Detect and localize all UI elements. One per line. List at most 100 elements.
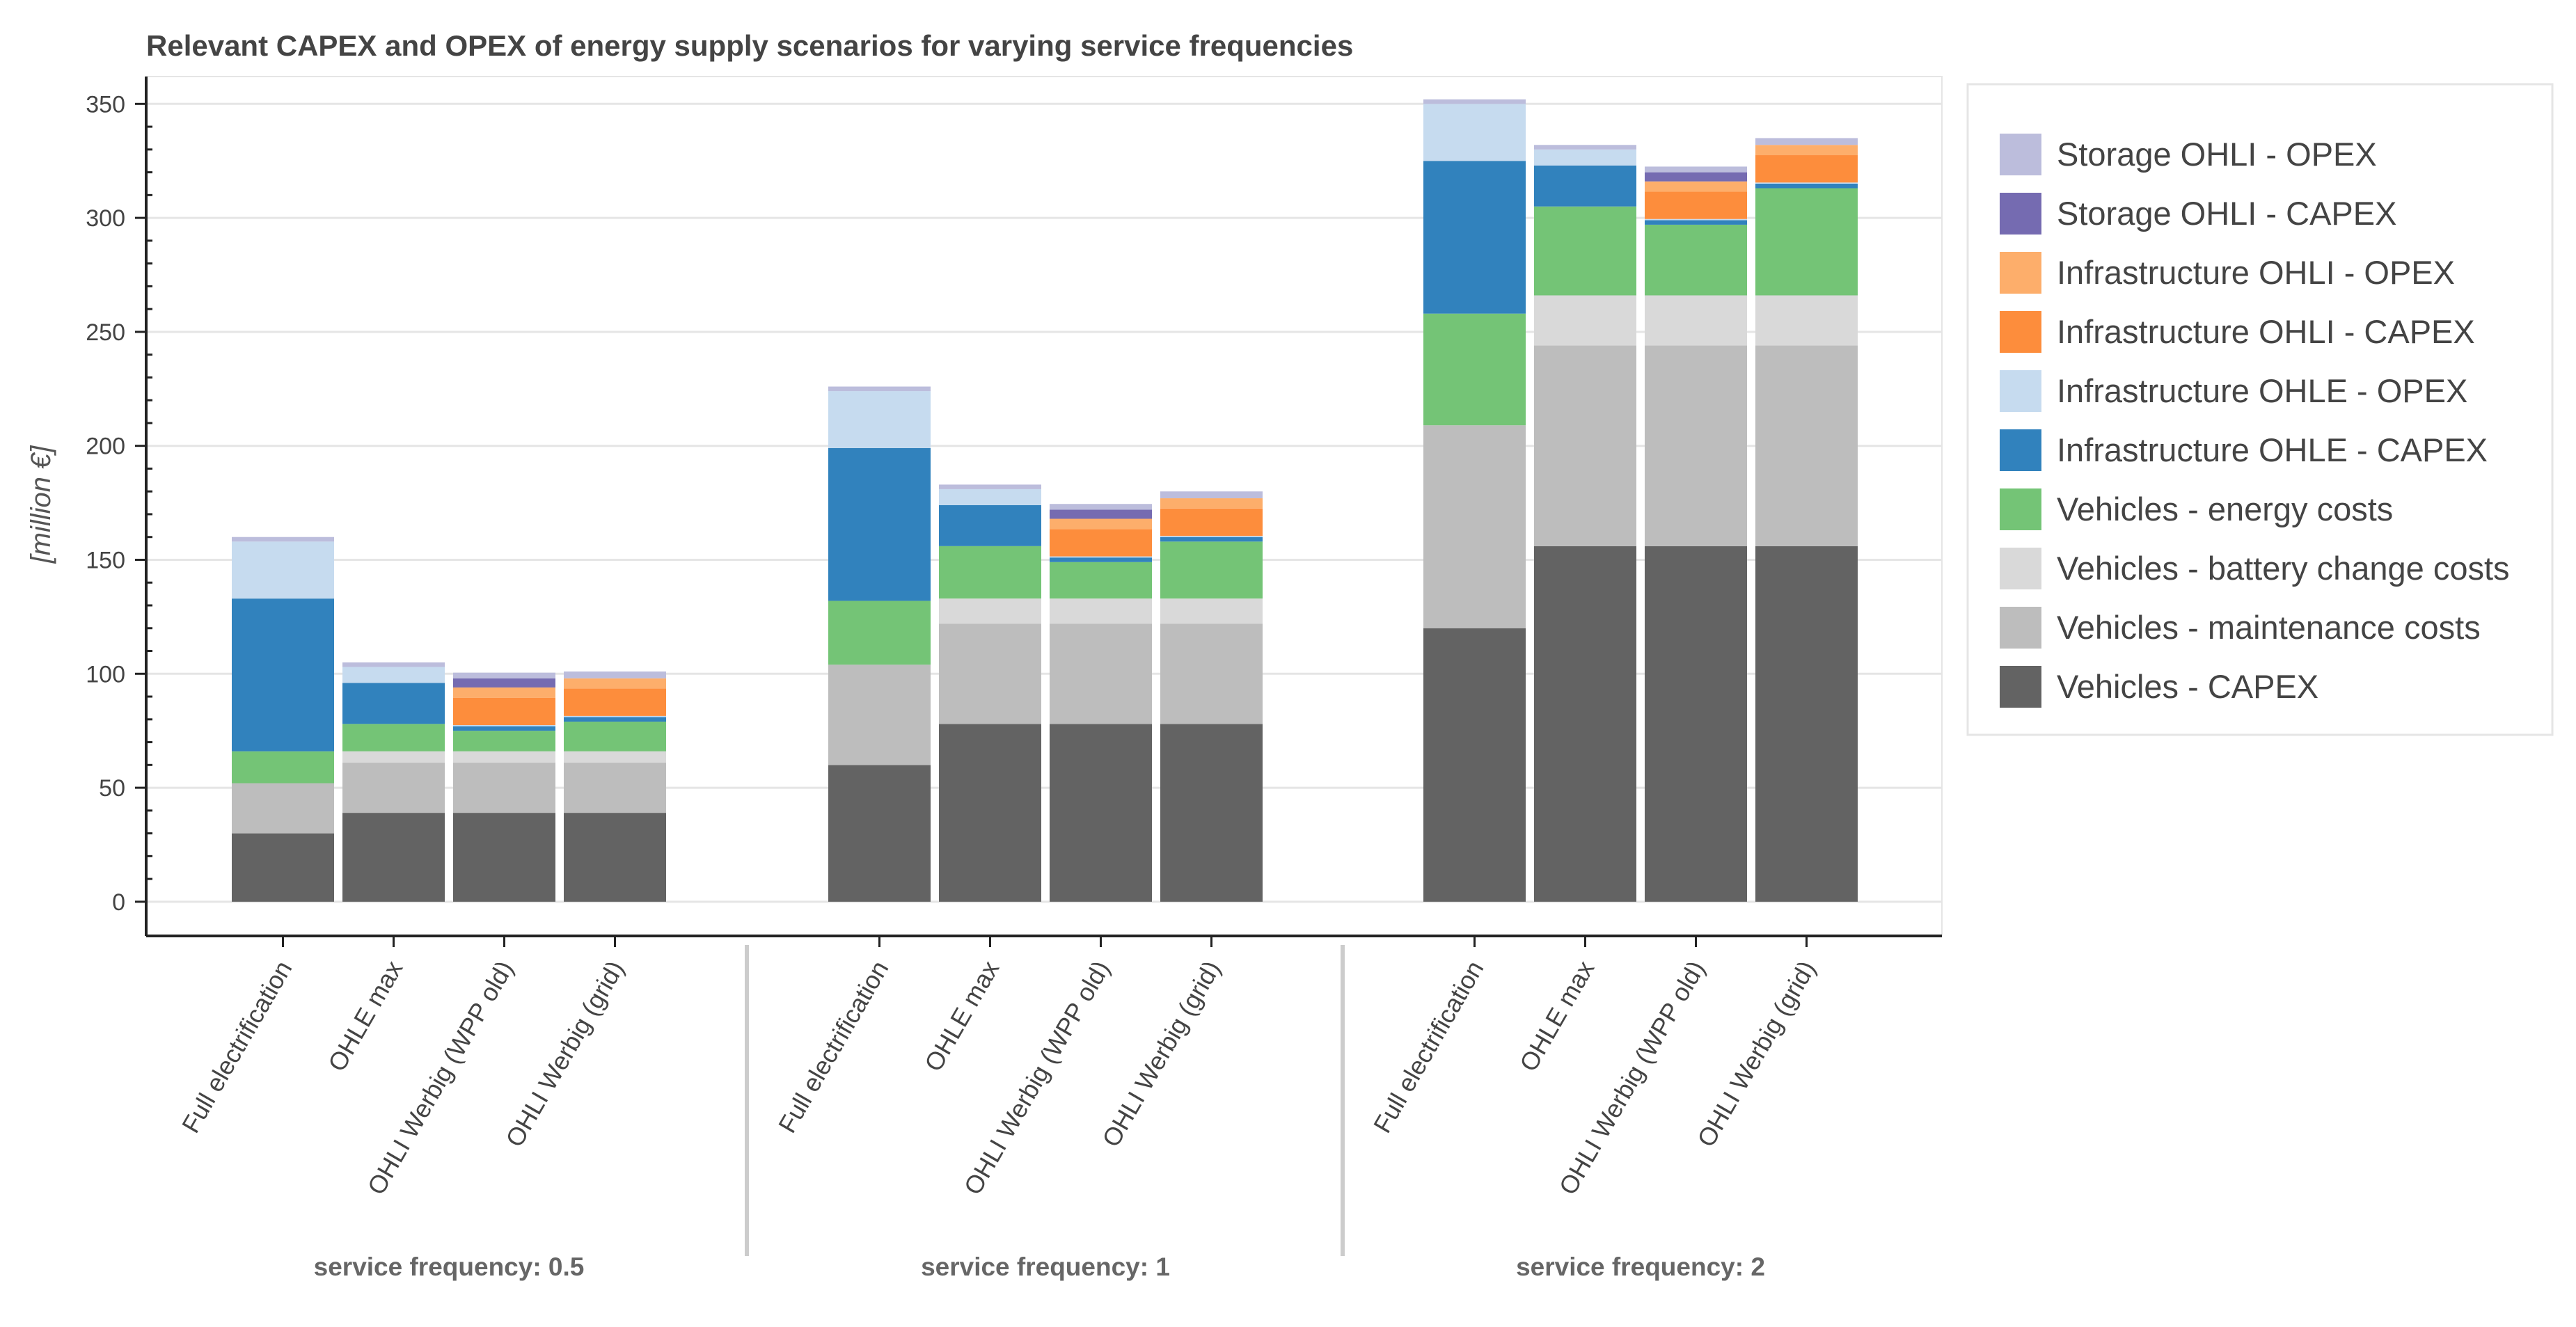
bar-segment [564,688,666,716]
bar-segment [342,662,445,667]
legend-swatch [2000,370,2041,412]
bar-segment [1534,206,1636,296]
bar-segment [453,724,555,726]
bar-segment [1645,191,1747,219]
bar-segment [939,484,1041,489]
bar-segment [1645,220,1747,225]
bar-segment [1423,628,1526,902]
bar-segment [1050,598,1152,624]
legend-swatch [2000,488,2041,530]
bar-segment [1160,498,1263,509]
legend-swatch [2000,666,2041,708]
legend-swatch [2000,548,2041,589]
bar-segment [828,391,931,448]
y-tick-label: 150 [86,547,125,573]
legend-swatch [2000,193,2041,235]
bar-segment [1645,546,1747,902]
bar-segment [1645,218,1747,221]
bar-segment [1050,518,1152,530]
bar-segment [564,813,666,902]
legend-label: Storage OHLI - OPEX [2057,136,2377,173]
bar-segment [232,833,334,902]
bar-segment [453,678,555,688]
bar-segment [1534,149,1636,166]
legend-label: Vehicles - energy costs [2057,491,2393,527]
bar-segment [1645,224,1747,296]
legend-swatch [2000,429,2041,471]
bar-segment [939,724,1041,902]
legend: Storage OHLI - OPEX Storage OHLI - CAPEX I… [1966,83,2554,736]
bar-segment [939,546,1041,599]
bar-segment [1534,546,1636,902]
bar-segment [828,447,931,601]
bar-segment [232,537,334,542]
bar-segment [1050,504,1152,510]
bar-segment [1755,145,1858,156]
bar-segment [1050,529,1152,557]
bar-segment [232,598,334,752]
group-label: service frequency: 2 [1516,1253,1765,1281]
legend-box [1966,83,2554,736]
bar-segment [453,726,555,731]
bar-segment [939,598,1041,624]
bar-segment [1423,99,1526,104]
bar-segment [1050,724,1152,902]
bar-segment [1755,295,1858,346]
bar-segment [564,678,666,689]
bar-segment [1160,537,1263,542]
bar-segment [1755,183,1858,189]
group-label: service frequency: 1 [921,1253,1170,1281]
grid-lines [145,76,1943,937]
legend-label: Infrastructure OHLE - OPEX [2057,372,2467,409]
bar-segment [1645,181,1747,192]
legend-label: Vehicles - CAPEX [2057,668,2318,705]
legend-label: Infrastructure OHLE - CAPEX [2057,431,2488,468]
bar-segment [1050,557,1152,562]
bar-segment [1755,345,1858,546]
axes: 0 50 100 150 200 250 300 350 [86,77,1942,937]
chart-title: Relevant CAPEX and OPEX of energy supply… [146,29,1353,62]
bar-segment [342,724,445,752]
y-tick-label: 250 [86,319,125,346]
group-label: service frequency: 0.5 [314,1253,585,1281]
bars [232,99,1858,902]
bar-segment [1755,188,1858,296]
bar-segment [828,765,931,902]
legend-label: Vehicles - battery change costs [2057,550,2510,587]
bar-segment [1645,166,1747,173]
bar-segment [1534,165,1636,207]
bar-segment [564,722,666,752]
bar-segment [1160,623,1263,724]
y-tick-label: 300 [86,205,125,232]
bar-segment [1755,138,1858,145]
bar-segment [939,623,1041,724]
bar-segment [453,697,555,725]
legend-label: Vehicles - maintenance costs [2057,609,2481,646]
bar-segment [564,715,666,717]
bar-segment [828,386,931,392]
bar-segment [564,751,666,763]
bar-segment [1423,161,1526,314]
bar-segment [939,488,1041,505]
bar-segment [939,504,1041,546]
legend-swatch [2000,607,2041,649]
bar-segment [342,763,445,813]
bar-segment [453,672,555,678]
legend-swatch [2000,252,2041,294]
bar-segment [564,717,666,722]
bar-segment [1050,509,1152,519]
bar-segment [1534,145,1636,150]
bar-segment [232,783,334,834]
bar-segment [1645,172,1747,182]
bar-segment [1645,345,1747,546]
legend-label: Infrastructure OHLI - CAPEX [2057,313,2475,350]
bar-segment [1423,104,1526,161]
bar-segment [1050,623,1152,724]
bar-segment [232,751,334,784]
bar-segment [564,763,666,813]
bar-segment [1050,562,1152,599]
bar-segment [1160,536,1263,537]
bar-segment [1534,345,1636,546]
bar-segment [1534,295,1636,346]
